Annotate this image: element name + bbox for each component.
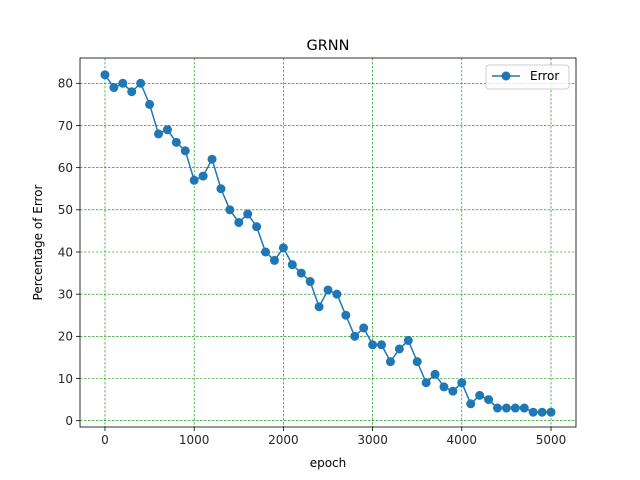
data-point xyxy=(457,378,467,388)
y-tick-label: 80 xyxy=(58,77,73,91)
data-point xyxy=(350,331,360,341)
data-point xyxy=(100,70,110,80)
data-point xyxy=(377,340,387,350)
data-point xyxy=(466,399,476,409)
data-point xyxy=(430,369,440,379)
data-point xyxy=(492,403,502,413)
y-tick-label: 70 xyxy=(58,119,73,133)
legend-label: Error xyxy=(530,69,559,83)
data-point xyxy=(501,403,511,413)
data-point xyxy=(109,83,119,93)
legend: Error xyxy=(485,64,570,90)
data-point xyxy=(385,357,395,367)
data-point xyxy=(252,222,262,232)
y-axis-label: Percentage of Error xyxy=(31,184,45,300)
x-tick-label: 2000 xyxy=(268,433,299,447)
data-point xyxy=(546,407,556,417)
data-point xyxy=(180,146,190,156)
series-layer xyxy=(100,70,556,417)
data-point xyxy=(189,175,199,185)
data-point xyxy=(403,336,413,346)
data-point xyxy=(198,171,208,181)
data-point xyxy=(448,386,458,396)
data-point xyxy=(359,323,369,333)
x-axis-label: epoch xyxy=(310,456,347,470)
data-point xyxy=(207,154,217,164)
data-point xyxy=(439,382,449,392)
data-point xyxy=(162,125,172,135)
data-point xyxy=(145,99,155,109)
y-tick-label: 10 xyxy=(58,372,73,386)
data-point xyxy=(314,302,324,312)
ticks: 0 1000 2000 3000 4000 5000 0 10 20 30 40 50 60 70 80 xyxy=(58,77,567,447)
data-point xyxy=(528,407,538,417)
data-point xyxy=(127,87,137,97)
x-tick-label: 1000 xyxy=(179,433,210,447)
data-point xyxy=(216,184,226,194)
legend-marker-swatch xyxy=(501,71,511,81)
y-tick-label: 20 xyxy=(58,330,73,344)
chart-title: GRNN xyxy=(306,38,349,54)
data-point xyxy=(484,395,494,405)
data-point xyxy=(341,310,351,320)
data-point xyxy=(510,403,520,413)
data-point xyxy=(136,78,146,88)
data-point xyxy=(171,137,181,147)
data-point xyxy=(305,277,315,287)
legend-box xyxy=(485,64,570,90)
data-point xyxy=(421,378,431,388)
x-tick-label: 4000 xyxy=(447,433,478,447)
data-point xyxy=(234,217,244,227)
data-point xyxy=(368,340,378,350)
data-point xyxy=(154,129,164,139)
y-tick-label: 0 xyxy=(65,414,73,428)
y-tick-label: 60 xyxy=(58,161,73,175)
data-point xyxy=(269,255,279,265)
data-point xyxy=(332,289,342,299)
data-point xyxy=(243,209,253,219)
data-point xyxy=(475,390,485,400)
data-point xyxy=(412,357,422,367)
x-tick-label: 0 xyxy=(101,433,109,447)
y-tick-label: 40 xyxy=(58,245,73,259)
data-point xyxy=(394,344,404,354)
plot-frame xyxy=(79,57,577,428)
data-point xyxy=(278,243,288,253)
data-point xyxy=(118,78,128,88)
y-tick-label: 50 xyxy=(58,203,73,217)
x-tick-label: 3000 xyxy=(357,433,388,447)
data-point xyxy=(261,247,271,257)
data-point xyxy=(537,407,547,417)
data-point xyxy=(296,268,306,278)
data-point xyxy=(323,285,333,295)
data-point xyxy=(225,205,235,215)
y-tick-label: 30 xyxy=(58,287,73,301)
x-tick-label: 5000 xyxy=(536,433,567,447)
data-point xyxy=(519,403,529,413)
data-point xyxy=(287,260,297,270)
